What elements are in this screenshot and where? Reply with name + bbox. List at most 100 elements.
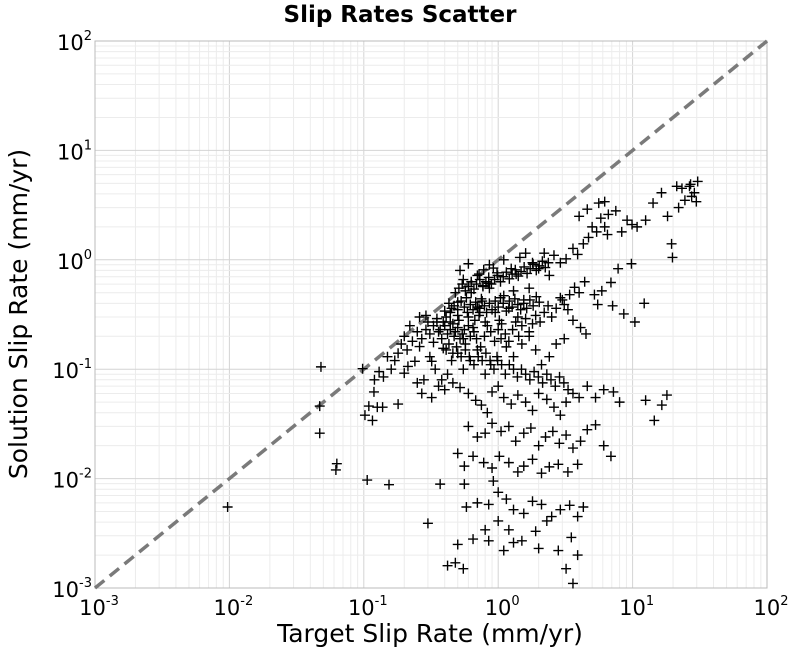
y-tick-label: 10-1: [52, 357, 92, 383]
data-point: [515, 304, 526, 315]
data-point: [472, 270, 483, 281]
data-point: [446, 303, 457, 314]
data-point: [536, 468, 547, 479]
data-point: [544, 351, 555, 362]
data-point: [518, 428, 529, 439]
data-point: [500, 369, 511, 380]
data-point: [393, 348, 404, 359]
data-point: [314, 428, 325, 439]
data-point: [578, 502, 589, 513]
x-tick-label: 10-2: [214, 594, 254, 620]
reference-line-y-equals-x: [93, 39, 769, 590]
data-point: [443, 338, 454, 349]
data-point: [527, 318, 538, 329]
data-point: [567, 578, 578, 589]
data-point: [393, 399, 404, 410]
data-point: [464, 351, 475, 362]
data-point: [458, 364, 469, 375]
data-point: [544, 461, 555, 472]
y-axis-ticks: 10-3 10-2 10-1 100 101 102: [52, 29, 92, 602]
data-point: [493, 487, 504, 498]
data-point: [530, 344, 541, 355]
data-point: [447, 377, 458, 388]
data-point: [487, 386, 498, 397]
data-point: [482, 320, 493, 331]
data-point: [483, 535, 494, 546]
data-point: [471, 333, 482, 344]
data-point: [478, 264, 489, 275]
grid: [94, 41, 767, 589]
data-point: [590, 419, 601, 430]
data-point: [450, 326, 461, 337]
data-point: [414, 312, 425, 323]
data-point: [430, 364, 441, 375]
data-point: [541, 394, 552, 405]
data-point: [546, 511, 557, 522]
data-point: [582, 381, 593, 392]
data-point: [561, 430, 572, 441]
data-point: [564, 289, 575, 300]
data-point: [500, 328, 511, 339]
data-point: [412, 326, 423, 337]
data-point: [504, 359, 515, 370]
x-tick-label: 10-1: [348, 594, 388, 620]
y-axis-label: Solution Slip Rate (mm/yr): [4, 149, 33, 479]
data-point: [640, 215, 651, 226]
data-point: [479, 331, 490, 342]
data-point: [493, 515, 504, 526]
data-point: [562, 466, 573, 477]
data-point: [648, 198, 659, 209]
data-point: [514, 252, 525, 263]
data-point: [516, 338, 527, 349]
data-point: [441, 312, 452, 323]
data-point: [548, 250, 559, 261]
data-point: [572, 550, 583, 561]
data-point: [593, 198, 604, 209]
data-point: [222, 502, 233, 513]
data-point: [447, 348, 458, 359]
data-point: [483, 272, 494, 283]
data-point: [561, 563, 572, 574]
data-point: [508, 285, 519, 296]
data-point: [520, 397, 531, 408]
data-point: [468, 359, 479, 370]
data-point: [480, 524, 491, 535]
data-point: [574, 287, 585, 298]
data-point: [466, 276, 477, 287]
data-point: [501, 267, 512, 278]
data-point: [679, 195, 690, 206]
data-point: [428, 337, 439, 348]
data-point: [476, 293, 487, 304]
plot-frame: [94, 40, 768, 589]
data-point: [431, 313, 442, 324]
data-point: [684, 181, 695, 192]
data-point: [527, 496, 538, 507]
data-point: [525, 423, 536, 434]
data-point: [616, 226, 627, 237]
data-point: [468, 284, 479, 295]
data-point: [495, 276, 506, 287]
data-point: [377, 402, 388, 413]
data-point: [649, 415, 660, 426]
data-point: [426, 392, 437, 403]
data-point: [503, 336, 514, 347]
data-point: [492, 270, 503, 281]
data-point: [374, 366, 385, 377]
data-point: [605, 277, 616, 288]
data-point: [562, 304, 573, 315]
x-tick-label: 10-3: [79, 594, 119, 620]
data-point: [553, 545, 564, 556]
data-point: [330, 464, 341, 475]
data-point: [566, 532, 577, 543]
data-point: [533, 543, 544, 554]
data-point: [479, 300, 490, 311]
data-point: [519, 261, 530, 272]
data-point: [567, 443, 578, 454]
data-point: [357, 363, 368, 374]
data-point: [582, 204, 593, 215]
data-point: [384, 479, 395, 490]
data-point: [590, 392, 601, 403]
data-point: [598, 440, 609, 451]
data-point: [470, 395, 481, 406]
data-point: [671, 181, 682, 192]
